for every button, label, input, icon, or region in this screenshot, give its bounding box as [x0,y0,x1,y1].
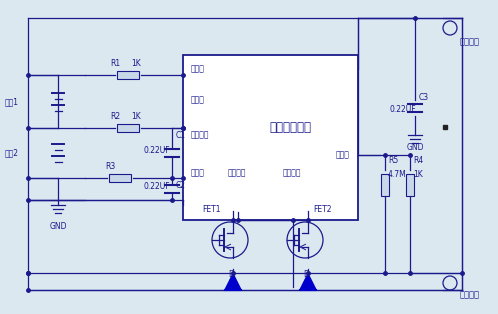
Text: 1K: 1K [131,59,141,68]
Text: C2: C2 [176,181,186,190]
Polygon shape [300,273,316,290]
Text: GND: GND [407,143,424,152]
Text: GND: GND [49,222,67,231]
Bar [183,55,358,220]
Text: 充放电保护板: 充放电保护板 [269,121,312,134]
Text: R2: R2 [110,112,120,121]
Polygon shape [225,273,241,290]
Text: 0.22UF: 0.22UF [144,182,171,191]
Text: 电源正: 电源正 [191,64,205,73]
Text: R5: R5 [388,156,398,165]
Bar [381,174,389,196]
Bar [406,174,414,196]
Text: D: D [228,270,234,279]
Text: FET1: FET1 [202,205,221,214]
Text: 充电保护: 充电保护 [283,169,301,177]
Text: 1K: 1K [131,112,141,121]
Text: D: D [303,270,309,279]
Text: C1: C1 [176,131,186,140]
Bar [117,124,139,132]
Text: C3: C3 [419,93,429,102]
Text: 电池2: 电池2 [5,149,19,158]
Text: 输出负极: 输出负极 [460,290,480,300]
Text: 电池正: 电池正 [191,95,205,105]
Text: 电源负: 电源负 [336,150,350,160]
Text: 4.7M: 4.7M [388,170,407,179]
Text: 电池负: 电池负 [191,169,205,177]
Text: 电池中点: 电池中点 [191,131,210,139]
Bar [109,174,131,182]
Bar [117,71,139,79]
Text: 电池1: 电池1 [5,97,19,106]
Text: R1: R1 [110,59,120,68]
Text: 0.22UF: 0.22UF [144,146,171,155]
Text: FET2: FET2 [313,205,332,214]
Text: R4: R4 [413,156,423,165]
Text: 输出正极: 输出正极 [460,37,480,46]
Text: 0.22UF: 0.22UF [389,105,416,114]
Text: 1K: 1K [413,170,423,179]
Text: 放电保护: 放电保护 [228,169,247,177]
Text: R3: R3 [105,162,115,171]
